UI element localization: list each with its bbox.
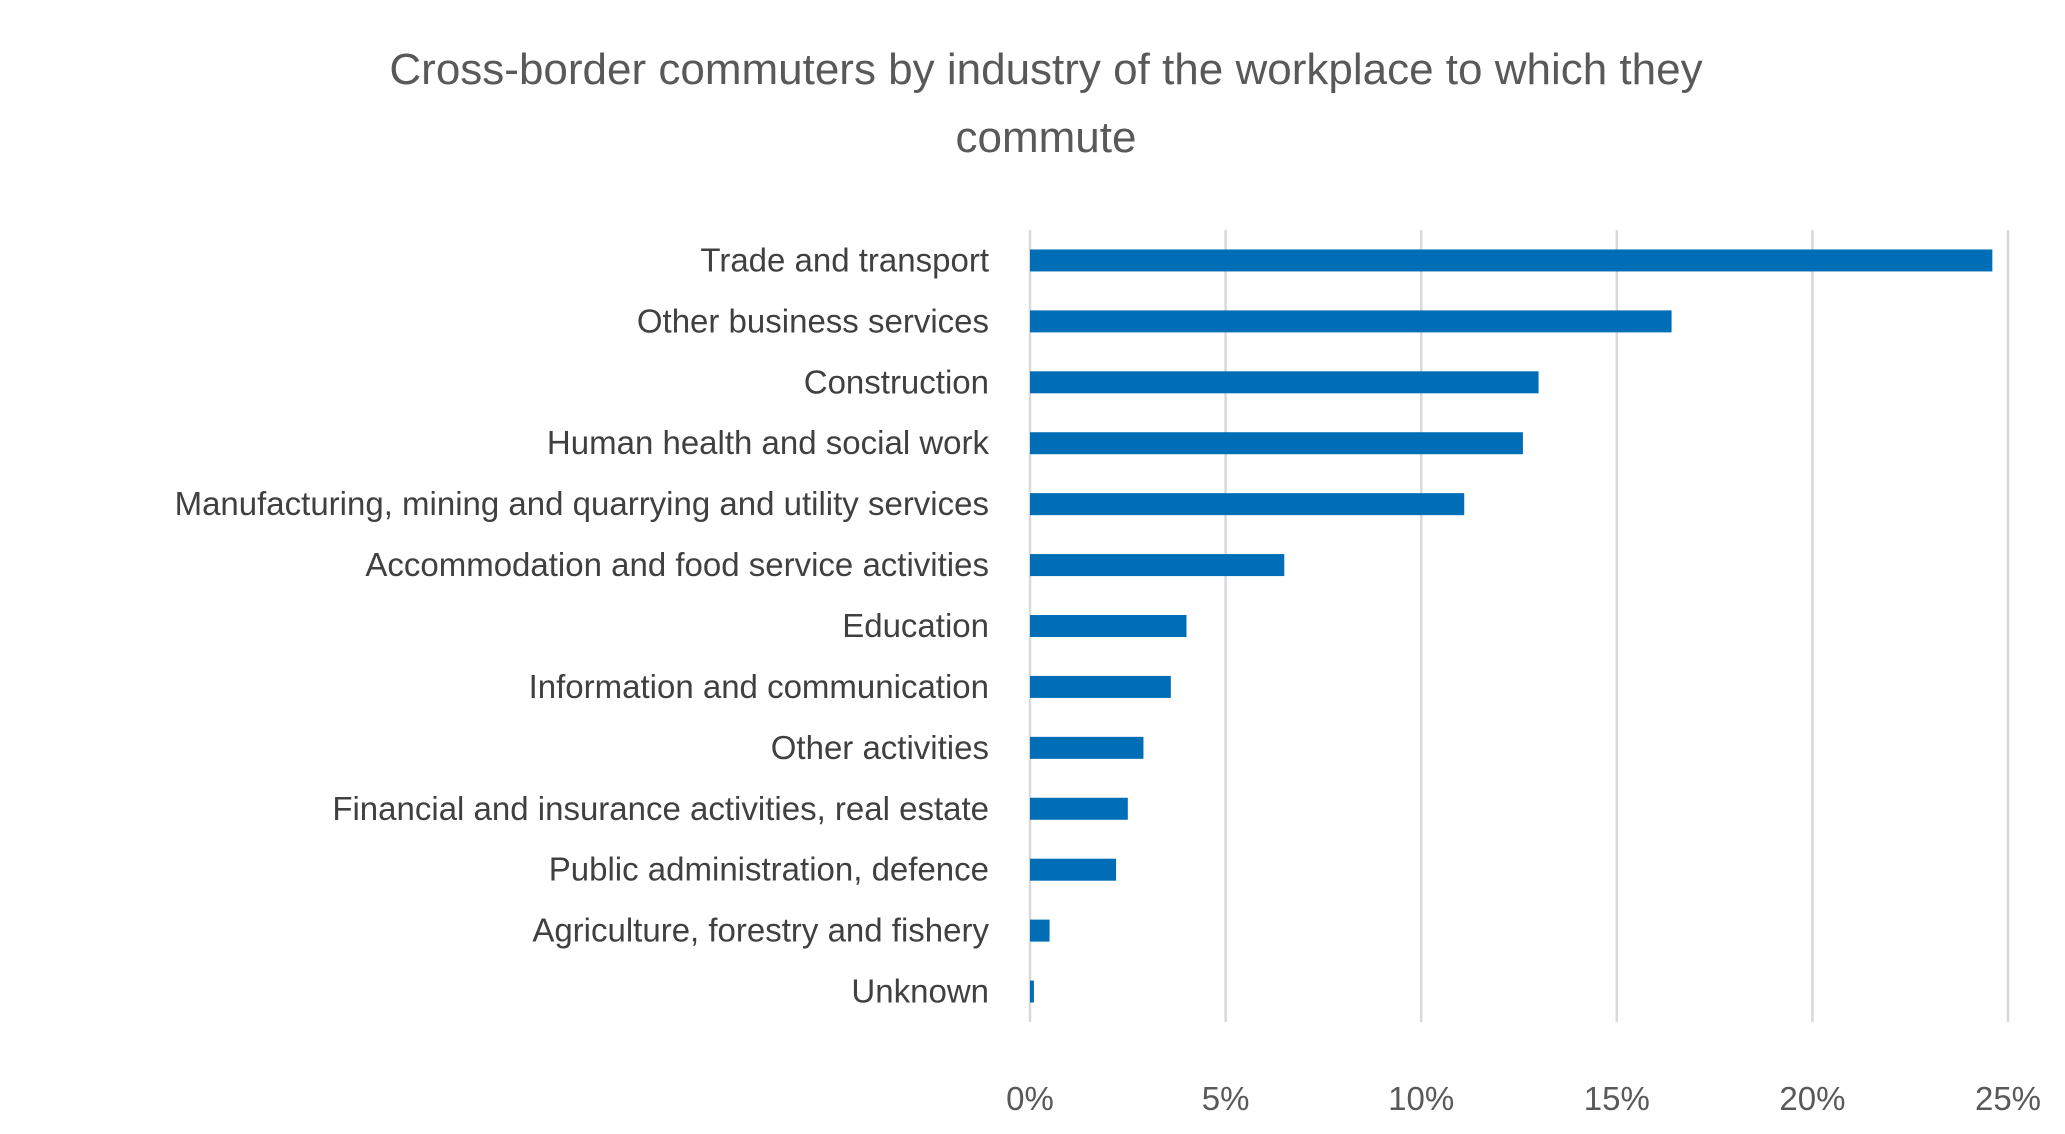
bar bbox=[1030, 310, 1672, 333]
x-tick-label: 15% bbox=[1584, 1080, 1650, 1117]
bar bbox=[1030, 432, 1523, 455]
bar bbox=[1030, 371, 1539, 394]
bar bbox=[1030, 919, 1050, 942]
bar bbox=[1030, 615, 1187, 637]
category-label: Information and communication bbox=[529, 668, 989, 705]
gridlines bbox=[1028, 230, 2010, 1022]
category-labels: Trade and transport Other business servic… bbox=[175, 241, 990, 1009]
x-tick-label: 0% bbox=[1006, 1080, 1054, 1117]
category-label: Public administration, defence bbox=[549, 851, 989, 888]
category-label: Other business services bbox=[637, 302, 989, 339]
bar bbox=[1030, 797, 1128, 820]
category-label: Construction bbox=[804, 363, 989, 400]
category-label: Accommodation and food service activitie… bbox=[365, 546, 989, 583]
category-label: Unknown bbox=[851, 973, 989, 1010]
bar bbox=[1030, 736, 1144, 759]
x-tick-label: 20% bbox=[1779, 1080, 1845, 1117]
bar bbox=[1030, 493, 1465, 516]
bar bbox=[1030, 675, 1171, 698]
x-tick-label: 25% bbox=[1975, 1080, 2041, 1117]
bar bbox=[1030, 249, 1993, 272]
chart-title-line-1: Cross-border commuters by industry of th… bbox=[389, 45, 1702, 94]
category-label: Manufacturing, mining and quarrying and … bbox=[175, 485, 989, 522]
category-label: Financial and insurance activities, real… bbox=[332, 790, 989, 827]
category-label: Agriculture, forestry and fishery bbox=[532, 912, 989, 949]
bars bbox=[1030, 249, 1993, 1003]
category-label: Other activities bbox=[771, 729, 989, 766]
x-axis-tick-labels: 0% 5% 10% 15% 20% 25% bbox=[1006, 1080, 2041, 1117]
bar bbox=[1030, 980, 1034, 1003]
category-label: Education bbox=[842, 607, 989, 644]
x-tick-label: 5% bbox=[1202, 1080, 1250, 1117]
bar bbox=[1030, 858, 1117, 881]
bar bbox=[1030, 554, 1285, 577]
category-label: Human health and social work bbox=[547, 424, 990, 461]
x-tick-label: 10% bbox=[1388, 1080, 1454, 1117]
category-label: Trade and transport bbox=[700, 241, 989, 278]
chart-title-line-2: commute bbox=[956, 113, 1137, 162]
